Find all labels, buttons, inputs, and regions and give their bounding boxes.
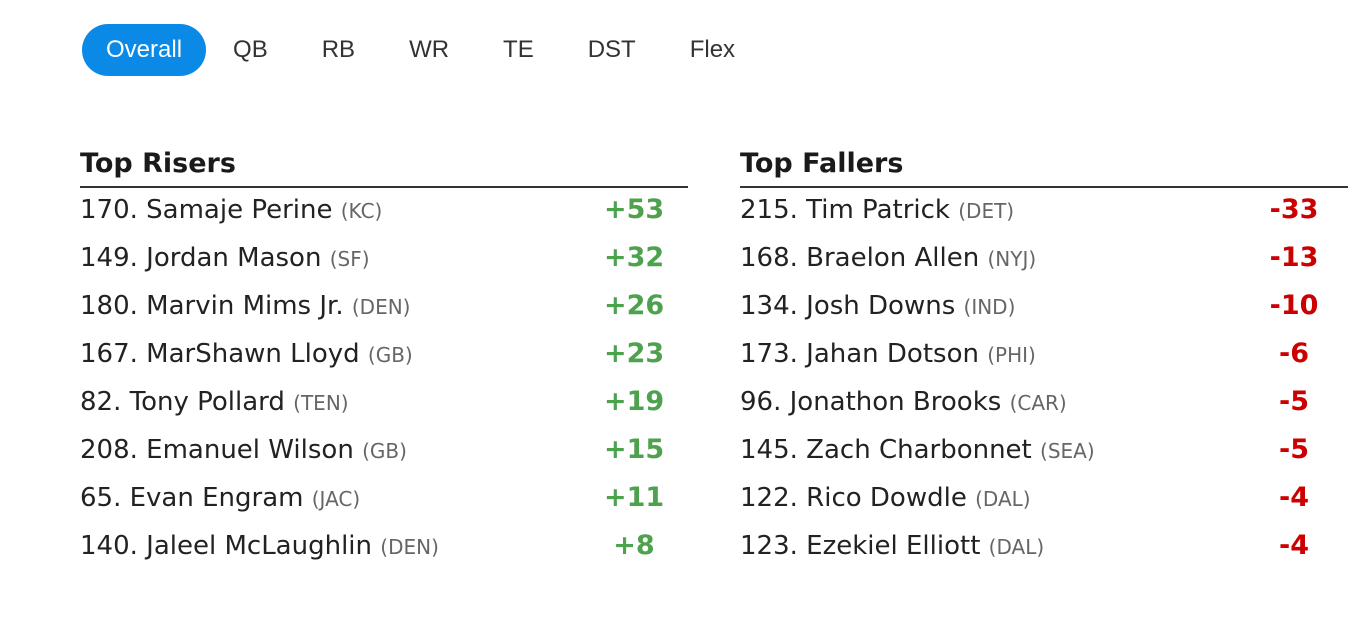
player-name[interactable]: 167. MarShawn Lloyd [80,339,360,369]
team-abbr: (SEA) [1040,439,1095,463]
player-name[interactable]: 208. Emanuel Wilson [80,435,354,465]
rank-change: -4 [1279,482,1309,513]
team-abbr: (PHI) [987,343,1036,367]
team-abbr: (GB) [367,343,413,367]
team-abbr: (NYJ) [987,247,1037,271]
team-abbr: (CAR) [1009,391,1067,415]
tab-wr[interactable]: WR [409,36,450,63]
player-name[interactable]: 170. Samaje Perine [80,195,333,225]
rank-change: +8 [613,530,655,561]
team-abbr: (IND) [963,295,1016,319]
player-name[interactable]: 145. Zach Charbonnet [740,435,1032,465]
rank-change: -5 [1279,386,1309,417]
rank-change: +23 [604,338,665,369]
player-name[interactable]: 173. Jahan Dotson [740,339,979,369]
top-fallers-title: Top Fallers [740,146,1348,188]
top-risers-panel: Top Risers 170. Samaje Perine (KC) +53 14… [80,146,688,570]
position-tabs: Overall QB RB WR TE DST Flex [82,24,762,76]
list-item: 140. Jaleel McLaughlin (DEN) +8 [80,522,688,570]
rank-change: -6 [1279,338,1309,369]
list-item: 170. Samaje Perine (KC) +53 [80,188,688,234]
rank-change: +11 [604,482,665,513]
rank-change: -10 [1269,290,1319,321]
player-name[interactable]: 96. Jonathon Brooks [740,387,1002,417]
player-name[interactable]: 215. Tim Patrick [740,195,950,225]
player-name[interactable]: 82. Tony Pollard [80,387,285,417]
list-item: 208. Emanuel Wilson (GB) +15 [80,426,688,474]
tab-overall[interactable]: Overall [82,24,207,76]
team-abbr: (DAL) [988,535,1045,559]
rank-change: +53 [604,194,665,225]
player-name[interactable]: 123. Ezekiel Elliott [740,531,981,561]
top-fallers-panel: Top Fallers 215. Tim Patrick (DET) -33 16… [740,146,1348,570]
list-item: 123. Ezekiel Elliott (DAL) -4 [740,522,1348,570]
list-item: 149. Jordan Mason (SF) +32 [80,234,688,282]
team-abbr: (GB) [362,439,407,463]
list-item: 168. Braelon Allen (NYJ) -13 [740,234,1348,282]
player-name[interactable]: 65. Evan Engram [80,483,304,513]
team-abbr: (JAC) [311,487,361,511]
player-name[interactable]: 122. Rico Dowdle [740,483,967,513]
player-name[interactable]: 134. Josh Downs [740,291,956,321]
team-abbr: (DEN) [380,535,439,559]
team-abbr: (DAL) [975,487,1031,511]
list-item: 215. Tim Patrick (DET) -33 [740,188,1348,234]
team-abbr: (KC) [340,199,383,223]
player-name[interactable]: 140. Jaleel McLaughlin [80,531,372,561]
list-item: 82. Tony Pollard (TEN) +19 [80,378,688,426]
rank-change: +19 [604,386,665,417]
list-item: 122. Rico Dowdle (DAL) -4 [740,474,1348,522]
list-item: 65. Evan Engram (JAC) +11 [80,474,688,522]
list-item: 173. Jahan Dotson (PHI) -6 [740,330,1348,378]
team-abbr: (TEN) [293,391,349,415]
list-item: 180. Marvin Mims Jr. (DEN) +26 [80,282,688,330]
rank-change: +26 [604,290,665,321]
rank-change: -5 [1279,434,1309,465]
player-name[interactable]: 149. Jordan Mason [80,243,322,273]
list-item: 134. Josh Downs (IND) -10 [740,282,1348,330]
team-abbr: (DET) [958,199,1015,223]
top-risers-title: Top Risers [80,146,688,188]
list-item: 167. MarShawn Lloyd (GB) +23 [80,330,688,378]
tab-rb[interactable]: RB [321,36,356,63]
rank-change: +32 [604,242,665,273]
team-abbr: (SF) [329,247,370,271]
rank-change: -33 [1269,194,1319,225]
list-item: 145. Zach Charbonnet (SEA) -5 [740,426,1348,474]
player-name[interactable]: 168. Braelon Allen [740,243,980,273]
list-item: 96. Jonathon Brooks (CAR) -5 [740,378,1348,426]
team-abbr: (DEN) [351,295,411,319]
player-name[interactable]: 180. Marvin Mims Jr. [80,291,344,321]
rank-change: +15 [604,434,665,465]
tab-flex[interactable]: Flex [689,36,736,63]
tab-dst[interactable]: DST [587,36,636,63]
tab-te[interactable]: TE [503,36,534,63]
tab-qb[interactable]: QB [233,36,268,63]
fallers-list: 215. Tim Patrick (DET) -33 168. Braelon A… [740,188,1348,570]
risers-list: 170. Samaje Perine (KC) +53 149. Jordan M… [80,188,688,570]
rank-change: -4 [1279,530,1309,561]
rank-change: -13 [1269,242,1319,273]
